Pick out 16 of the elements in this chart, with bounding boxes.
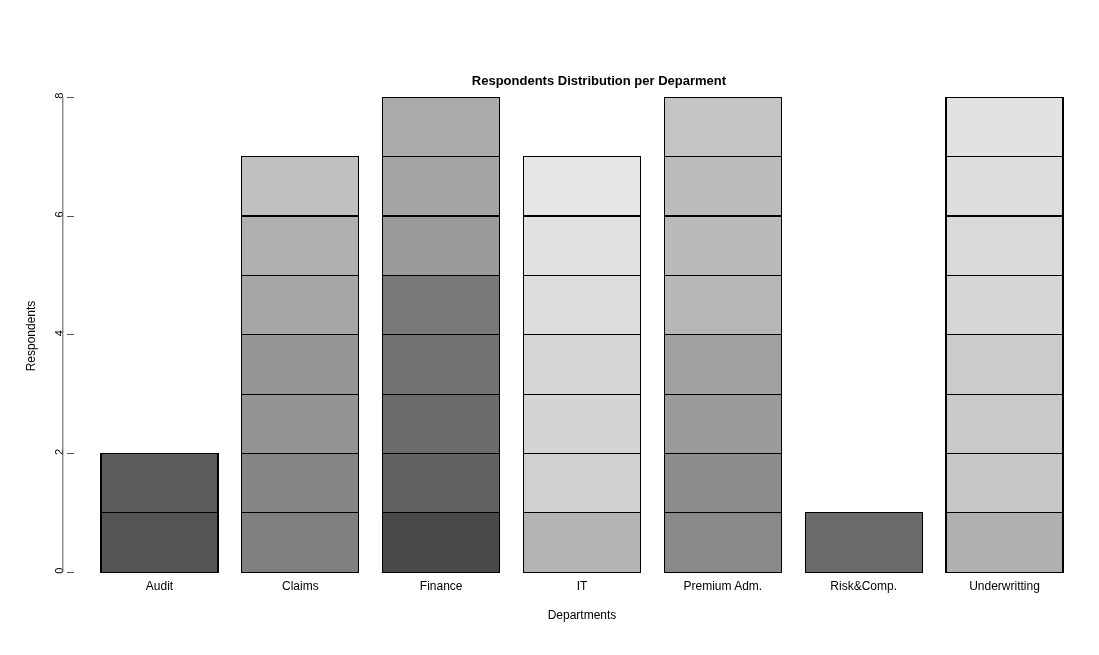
y-tick-label: 2 xyxy=(52,448,65,455)
x-tick-label: Finance xyxy=(419,579,463,593)
y-tick-label: 4 xyxy=(52,330,65,337)
y-tick-label: 0 xyxy=(52,567,65,574)
x-axis-title: Departments xyxy=(547,607,617,622)
x-tick-label: Claims xyxy=(281,579,319,593)
x-tick-label: Audit xyxy=(145,579,174,593)
x-tick-label: IT xyxy=(576,579,588,593)
y-tick-label: 6 xyxy=(52,211,65,218)
y-tick-label: 8 xyxy=(52,92,65,99)
bar xyxy=(804,512,923,573)
y-axis-title: Respondents xyxy=(23,300,38,372)
chart-title: Respondents Distribution per Deparment xyxy=(471,73,727,89)
x-tick-label: Risk&Comp. xyxy=(830,579,898,593)
x-tick-label: Premium Adm. xyxy=(683,579,763,593)
x-tick-label: Underwritting xyxy=(969,579,1040,593)
